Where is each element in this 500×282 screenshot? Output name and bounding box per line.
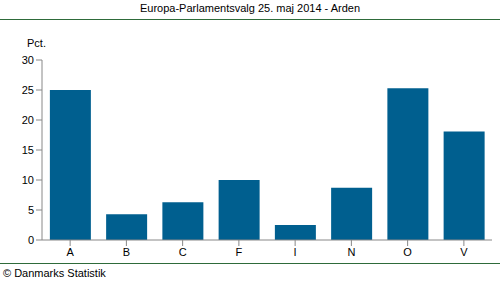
svg-text:25: 25 <box>22 84 34 96</box>
svg-text:F: F <box>236 246 243 258</box>
svg-text:I: I <box>294 246 297 258</box>
svg-text:A: A <box>66 246 74 258</box>
svg-text:V: V <box>460 246 468 258</box>
svg-text:0: 0 <box>28 234 34 246</box>
svg-text:5: 5 <box>28 204 34 216</box>
html-text:Europa-Parlamentsvalg 25. maj: Europa-Parlamentsvalg 25. maj 2014 - Ard… <box>139 2 361 14</box>
svg-text:15: 15 <box>22 144 34 156</box>
svg-text:30: 30 <box>22 54 34 66</box>
svg-text:C: C <box>179 246 187 258</box>
html-text:© Danmarks Statistik: © Danmarks Statistik <box>3 267 106 279</box>
html-text:Pct.: Pct. <box>27 37 46 49</box>
svg-text:20: 20 <box>22 114 34 126</box>
svg-text:10: 10 <box>22 174 34 186</box>
svg-text:O: O <box>403 246 412 258</box>
svg-text:B: B <box>123 246 130 258</box>
svg-text:N: N <box>347 246 355 258</box>
